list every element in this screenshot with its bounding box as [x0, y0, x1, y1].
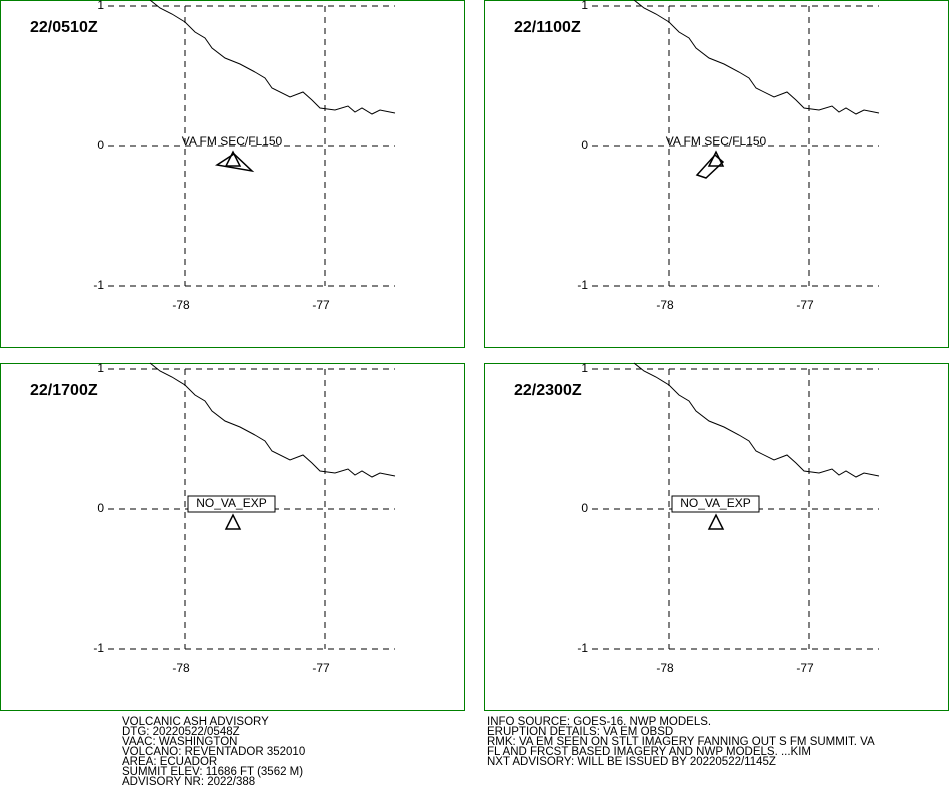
panel-title: 22/2300Z — [514, 382, 582, 399]
info-line: VAAC: WASHINGTON — [122, 736, 237, 748]
panel-frame — [0, 363, 465, 711]
coastline — [149, 0, 396, 115]
lat-tick-label: 0 — [581, 138, 588, 152]
lon-tick-label: -78 — [172, 661, 190, 675]
ash-label: VA FM SEC/FL150 — [182, 134, 283, 148]
panel-title: 22/1100Z — [514, 19, 581, 36]
ash-label: NO_VA_EXP — [196, 496, 266, 510]
ash-label: VA FM SEC/FL150 — [666, 134, 767, 148]
panel-frame — [0, 0, 465, 348]
lat-tick-label: -1 — [93, 641, 104, 655]
volcano-icon — [224, 513, 242, 530]
map-panel: 1 0 -1 -78 -77 22/1100Z VA FM SEC/FL150 — [484, 0, 949, 348]
map-panel: 1 0 -1 -78 -77 22/1700Z NO_VA_EXP — [0, 361, 465, 711]
lon-tick-label: -78 — [656, 298, 674, 312]
lat-tick-label: 0 — [97, 138, 104, 152]
lat-tick-label: 0 — [97, 501, 104, 515]
info-line: INFO SOURCE: GOES-16. NWP MODELS. — [487, 716, 711, 728]
lon-tick-label: -77 — [312, 661, 330, 675]
info-line: VOLCANO: REVENTADOR 352010 — [122, 746, 305, 758]
map-panel: 1 0 -1 -78 -77 22/0510Z VA FM SEC/FL150 — [0, 0, 465, 348]
info-line: RMK: VA EM SEEN ON STLT IMAGERY FANNING … — [487, 736, 875, 748]
lat-tick-label: 0 — [581, 501, 588, 515]
lat-tick-label: -1 — [93, 278, 104, 292]
info-line: NXT ADVISORY: WILL BE ISSUED BY 20220522… — [487, 756, 776, 768]
ash-area — [214, 153, 255, 173]
info-line: ADVISORY NR: 2022/388 — [122, 776, 255, 788]
info-line: DTG: 20220522/0548Z — [122, 726, 240, 738]
panel-frame — [484, 363, 949, 711]
lat-tick-label: -1 — [577, 278, 588, 292]
lon-tick-label: -77 — [796, 661, 814, 675]
lon-tick-label: -77 — [796, 298, 814, 312]
ash-area — [695, 153, 725, 179]
info-line: FL AND FRCST BASED IMAGERY AND NWP MODEL… — [487, 746, 811, 758]
lat-tick-label: 1 — [581, 361, 588, 375]
volcano-icon — [707, 513, 725, 530]
label-box — [187, 495, 276, 513]
label-box — [671, 495, 760, 513]
lat-tick-label: 1 — [97, 361, 104, 375]
lat-tick-label: 1 — [581, 0, 588, 12]
ash-label: NO_VA_EXP — [680, 496, 750, 510]
info-line: ERUPTION DETAILS: VA EM OBSD — [487, 726, 673, 738]
info-line: AREA: ECUADOR — [122, 756, 217, 768]
panel-title: 22/0510Z — [30, 19, 98, 36]
lon-tick-label: -77 — [312, 298, 330, 312]
coastline — [633, 362, 880, 478]
coastline — [633, 0, 880, 115]
info-line: SUMMIT ELEV: 11686 FT (3562 M) — [122, 766, 303, 778]
panel-frame — [484, 0, 949, 348]
info-line: VOLCANIC ASH ADVISORY — [122, 716, 269, 728]
panel-title: 22/1700Z — [30, 382, 98, 399]
volcano-icon — [224, 150, 242, 167]
lat-tick-label: 1 — [97, 0, 104, 12]
lon-tick-label: -78 — [172, 298, 190, 312]
coastline — [149, 362, 396, 478]
lat-tick-label: -1 — [577, 641, 588, 655]
volcano-icon — [707, 150, 725, 167]
map-panel: 1 0 -1 -78 -77 22/2300Z NO_VA_EXP — [484, 361, 949, 711]
lon-tick-label: -78 — [656, 661, 674, 675]
